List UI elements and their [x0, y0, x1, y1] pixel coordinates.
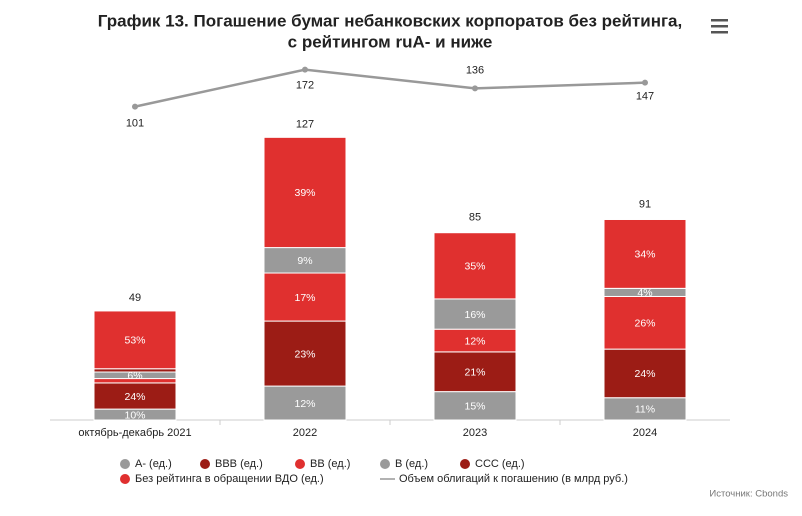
line-label: 101	[126, 118, 144, 130]
segment-label: 21%	[464, 367, 485, 379]
segment-label: 24%	[634, 368, 655, 380]
legend-swatch	[120, 459, 130, 469]
bar-segment	[433, 298, 517, 330]
x-tick-label: октябрь-декабрь 2021	[78, 427, 191, 439]
x-tick-label: 2022	[293, 427, 317, 439]
bar-segment	[263, 136, 347, 249]
bar-segment	[93, 310, 177, 370]
bar-segment	[603, 348, 687, 399]
bar-segment	[263, 272, 347, 322]
chart-title: с рейтингом ruA- и ниже	[288, 32, 493, 51]
segment-label: 35%	[464, 261, 485, 273]
total-label: 85	[469, 212, 481, 224]
bar-segment	[263, 247, 347, 274]
total-label: 91	[639, 198, 651, 210]
segment-label: 39%	[294, 187, 315, 199]
segment-label: 16%	[464, 309, 485, 321]
legend-swatch	[295, 459, 305, 469]
segment-label: 26%	[634, 318, 655, 330]
bar-segment	[93, 382, 177, 410]
segment-label: 53%	[124, 335, 145, 347]
bar-segment	[263, 320, 347, 387]
source: Источник: Cbonds	[709, 489, 788, 500]
legend-swatch	[200, 459, 210, 469]
segment-label: 15%	[464, 401, 485, 413]
bar-segment	[433, 232, 517, 300]
line-point	[302, 66, 308, 73]
line-point	[472, 85, 478, 92]
legend-label: CCC (ед.)	[475, 458, 525, 470]
segment-label: 34%	[634, 249, 655, 261]
total-label: 127	[296, 118, 314, 130]
menu-icon[interactable]	[711, 19, 728, 34]
bar-segment	[603, 295, 687, 350]
line-label: 147	[636, 91, 654, 103]
x-tick-label: 2024	[633, 427, 657, 439]
bar-segment	[433, 351, 517, 393]
legend-label: Объем облигаций к погашению (в млрд руб.…	[399, 473, 628, 485]
legend-label: BBB (ед.)	[215, 458, 263, 470]
segment-label: 6%	[127, 370, 142, 382]
line-point	[642, 79, 648, 86]
legend-swatch	[120, 474, 130, 484]
legend-swatch	[380, 459, 390, 469]
line-label: 136	[466, 64, 484, 76]
bar-segment	[603, 218, 687, 289]
legend-label: BB (ед.)	[310, 458, 350, 470]
line-point	[132, 103, 138, 110]
legend-label: B (ед.)	[395, 458, 428, 470]
chart-title: График 13. Погашение бумаг небанковских …	[98, 11, 682, 30]
x-tick-label: 2023	[463, 427, 487, 439]
segment-label: 10%	[124, 409, 145, 421]
bar-segment	[433, 391, 517, 421]
segment-label: 12%	[294, 398, 315, 410]
segment-label: 17%	[294, 292, 315, 304]
segment-label: 11%	[635, 404, 655, 416]
segment-label: 23%	[294, 348, 315, 360]
legend-label: Без рейтинга в обращении ВДО (ед.)	[135, 473, 324, 485]
segment-label: 9%	[297, 255, 312, 267]
total-label: 49	[129, 292, 141, 304]
legend-label: A- (ед.)	[135, 458, 172, 470]
segment-label: 4%	[637, 287, 652, 299]
segment-label: 24%	[124, 391, 145, 403]
legend-swatch	[460, 459, 470, 469]
line-label: 172	[296, 80, 314, 92]
line	[134, 68, 646, 108]
segment-label: 12%	[464, 335, 485, 347]
